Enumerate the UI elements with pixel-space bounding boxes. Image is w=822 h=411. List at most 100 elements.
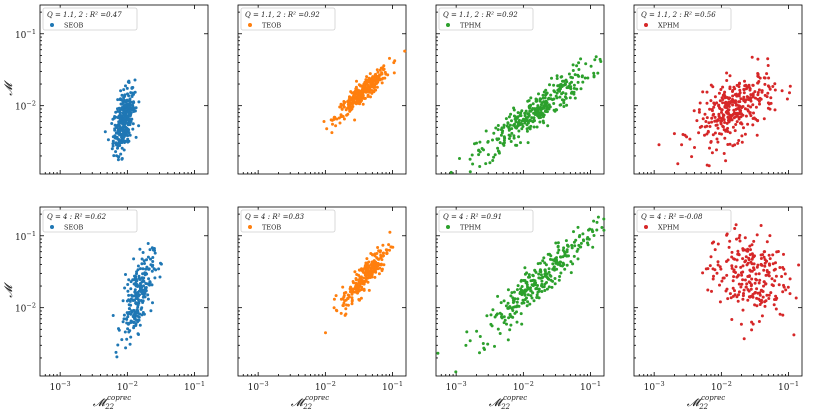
data-point [511,296,515,300]
data-point [387,243,391,247]
data-point [749,99,753,103]
data-point [342,291,346,295]
data-point [369,252,373,255]
data-point [153,276,157,280]
data-point [594,55,598,59]
data-point [126,134,130,137]
data-point [571,262,575,266]
data-point [114,350,118,354]
data-point [126,327,130,331]
data-point [529,289,533,293]
legend-label: SEOB [64,22,84,30]
x-tick-label: 10−1 [382,380,403,393]
data-point [733,87,737,91]
data-point [519,114,523,118]
data-point [120,141,124,145]
data-point [342,294,346,297]
data-point [724,110,728,114]
data-point [370,91,374,95]
data-point [516,284,520,288]
data-point [757,272,761,276]
y-axis-label: 𝓜 [2,282,15,298]
data-point [555,259,558,263]
data-point [535,296,539,299]
data-point [542,90,546,94]
data-point [710,116,714,120]
data-point [380,81,384,85]
data-point [475,329,479,333]
data-point [368,72,372,76]
data-point [763,300,767,304]
data-point [126,103,130,107]
data-point [557,278,561,282]
data-point [731,98,734,101]
data-point [564,239,568,243]
data-point [737,117,741,121]
data-point [512,136,516,140]
data-point [579,57,583,61]
data-point [148,248,152,252]
data-point [146,297,150,301]
data-point [735,94,739,98]
data-point [552,89,556,93]
data-point [769,291,773,295]
data-point [137,100,141,104]
data-point [114,141,118,145]
data-point [762,76,766,80]
data-point [477,153,481,157]
data-point [745,282,749,286]
data-point [119,152,123,156]
data-point [520,119,524,123]
data-point [748,88,752,92]
data-point [515,320,519,324]
data-point [676,162,680,166]
data-point [121,299,125,303]
subplot-1-3: 10−3 10−2 10−1 Q = 4 : R² =-0.08 XPHM 𝓜̄22cop… [633,206,803,411]
data-point [543,96,547,100]
data-point [533,119,536,123]
series-TEOB [322,49,407,135]
data-point [552,83,556,87]
data-point [780,89,784,93]
data-point [741,248,745,252]
data-point [377,249,381,253]
data-point [739,285,743,289]
data-point [129,312,133,316]
data-point [773,82,777,86]
data-point [324,331,327,335]
data-point [365,257,369,261]
data-point [583,76,587,80]
data-point [513,305,517,309]
data-point [555,91,559,95]
data-point [526,99,530,103]
data-point [147,282,151,286]
data-point [341,285,345,289]
data-point [591,245,595,249]
data-point [751,103,755,107]
data-point [334,294,338,298]
data-point [788,292,792,296]
data-point [334,308,338,312]
data-point [509,294,513,298]
data-point [519,279,523,283]
data-point [365,263,369,267]
data-point [579,241,583,245]
legend-title: Q = 4 : R² =0.62 [47,213,107,221]
data-point [502,138,506,142]
data-point [517,135,521,139]
data-point [736,299,740,303]
subplot-1-1: 10−3 10−2 10−1 Q = 4 : R² =0.83 TEOB 𝓜̄22copr… [237,206,407,411]
data-point [511,298,515,302]
data-point [724,289,728,293]
data-point [531,274,535,278]
data-point [354,290,358,293]
data-point [721,124,725,128]
data-point [760,314,764,318]
data-point [364,267,367,271]
subplot-0-3: Q = 1.1, 2 : R² =0.56 XPHM [633,4,803,175]
data-point [527,113,531,117]
data-point [145,258,148,262]
data-point [552,102,556,105]
data-point [521,289,525,293]
data-point [379,253,383,257]
